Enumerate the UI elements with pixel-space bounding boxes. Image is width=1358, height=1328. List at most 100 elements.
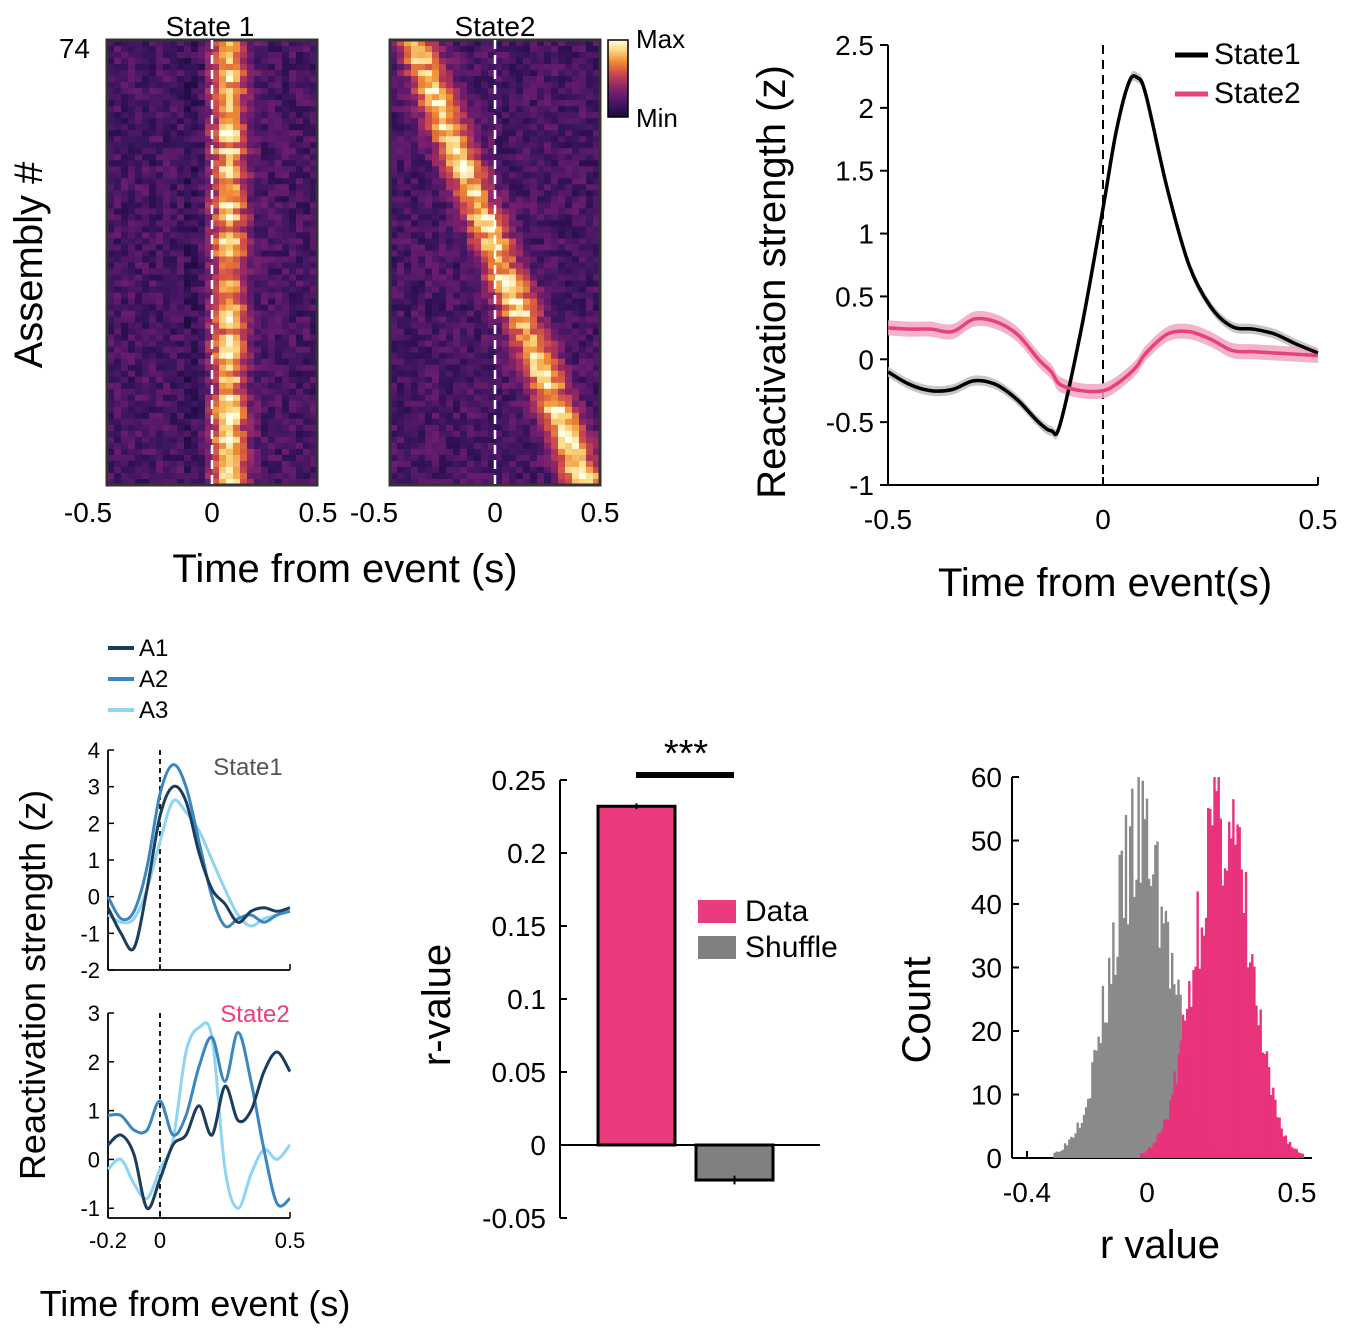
heatmap-cell — [446, 82, 454, 89]
heatmap-cell — [205, 112, 213, 119]
heatmap-cell — [530, 436, 538, 444]
heatmap-cell — [565, 148, 573, 155]
heatmap-cell — [114, 286, 122, 294]
heatmap-cell — [432, 460, 440, 468]
heatmap-cell — [289, 106, 297, 113]
heatmap-cell — [240, 442, 248, 450]
heatmap-cell — [289, 274, 297, 282]
heatmap-cell — [502, 202, 510, 209]
heatmap-cell — [579, 100, 587, 107]
heatmap-cell — [205, 196, 213, 203]
heatmap-cell — [198, 340, 206, 348]
heatmap-cell — [530, 190, 538, 197]
hist-bin-Shuffle — [1141, 780, 1144, 1158]
heatmap-cell — [432, 394, 440, 402]
heatmap-cell — [128, 40, 136, 47]
example-state1-title: State1 — [213, 754, 282, 781]
heatmap-cell — [107, 418, 115, 426]
heatmap-cell — [226, 382, 234, 390]
heatmap-cell — [170, 268, 178, 276]
heatmap-cell — [530, 82, 538, 89]
heatmap-cell — [460, 46, 468, 53]
heatmap-cell — [523, 76, 531, 83]
heatmap-cell — [226, 466, 234, 474]
heatmap-cell — [446, 316, 454, 324]
heatmap-cell — [565, 286, 573, 294]
heatmap-cell — [121, 70, 129, 77]
heatmap-cell — [261, 124, 269, 131]
heatmap-cell — [390, 64, 398, 71]
heatmap-cell — [156, 142, 164, 149]
heatmap-cell — [135, 328, 143, 336]
heatmap-cell — [551, 268, 559, 276]
heatmap-cell — [390, 208, 398, 215]
heatmap-cell — [149, 298, 157, 306]
heatmap-cell — [240, 376, 248, 384]
heatmap-cell — [135, 370, 143, 378]
heatmap-cell — [495, 262, 503, 270]
heatmap-cell — [439, 328, 447, 336]
heatmap-cell — [397, 364, 405, 372]
heatmap-cell — [128, 298, 136, 306]
heatmap-cell — [289, 310, 297, 318]
heatmap-cell — [121, 94, 129, 101]
heatmap-cell — [572, 286, 580, 294]
heatmap-cell — [572, 124, 580, 131]
heatmap-cell — [247, 184, 255, 191]
heatmap-cell — [593, 286, 601, 294]
heatmap-cell — [593, 388, 601, 396]
heatmap-cell — [296, 418, 304, 426]
heatmap-cell — [460, 268, 468, 276]
heatmap-cell — [254, 94, 262, 101]
heatmap-cell — [240, 64, 248, 71]
heatmap-cell — [191, 40, 199, 47]
heatmap-cell — [425, 238, 433, 246]
heatmap-cell — [544, 418, 552, 426]
heatmap-cell — [537, 466, 545, 474]
heatmap-cell — [268, 82, 276, 89]
heatmap-cell — [163, 412, 171, 420]
heatmap-cell — [198, 328, 206, 336]
heatmap-cell — [184, 286, 192, 294]
heatmap-cell — [128, 268, 136, 276]
heatmap-cell — [586, 454, 594, 462]
heatmap-cell — [502, 286, 510, 294]
heatmap-cell — [205, 118, 213, 125]
heatmap-cell — [303, 118, 311, 125]
heatmap-cell — [114, 184, 122, 191]
heatmap-cell — [212, 106, 220, 113]
heatmap-cell — [135, 286, 143, 294]
heatmap-ylabel: Assembly # — [7, 161, 51, 368]
heatmap-cell — [275, 118, 283, 125]
heatmap-cell — [558, 136, 566, 143]
heatmap-cell — [107, 454, 115, 462]
heatmap-cell — [432, 376, 440, 384]
heatmap-cell — [128, 184, 136, 191]
heatmap-cell — [460, 52, 468, 59]
heatmap-cell — [205, 424, 213, 432]
heatmap-cell — [149, 76, 157, 83]
hist-xtick-label: 0 — [1139, 1177, 1155, 1208]
heatmap-cell — [586, 154, 594, 161]
heatmap-cell — [397, 472, 405, 480]
heatmap-cell — [411, 400, 419, 408]
heatmap-cell — [310, 100, 318, 107]
heatmap-cell — [247, 280, 255, 288]
heatmap-cell — [467, 478, 475, 486]
heatmap-cell — [247, 256, 255, 264]
heatmap-cell — [495, 154, 503, 161]
heatmap-cell — [551, 424, 559, 432]
heatmap-cell — [586, 202, 594, 209]
heatmap-cell — [184, 172, 192, 179]
heatmap-cell — [495, 454, 503, 462]
heatmap-cell — [198, 220, 206, 228]
heatmap-cell — [275, 436, 283, 444]
heatmap-cell — [184, 244, 192, 252]
heatmap-cell — [275, 172, 283, 179]
heatmap-cell — [163, 280, 171, 288]
heatmap-cell — [488, 70, 496, 77]
heatmap-cell — [268, 298, 276, 306]
hist-bin-Data — [1204, 917, 1208, 1158]
heatmap-cell — [303, 304, 311, 312]
heatmap-cell — [275, 424, 283, 432]
